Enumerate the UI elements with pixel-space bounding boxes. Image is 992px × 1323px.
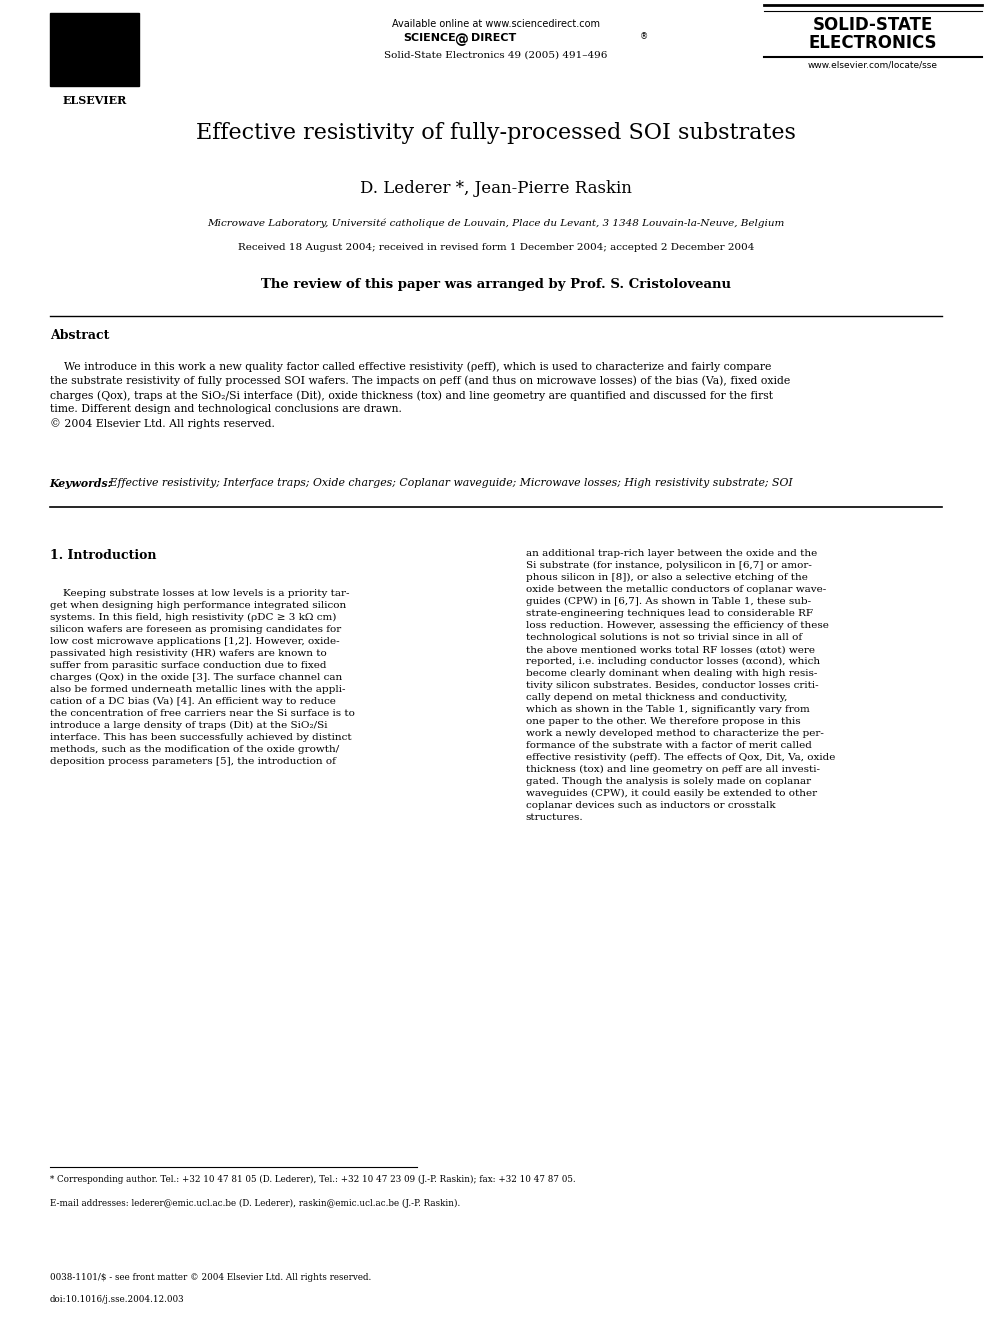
Text: 1. Introduction: 1. Introduction bbox=[50, 549, 156, 562]
Text: We introduce in this work a new quality factor called effective resistivity (ρef: We introduce in this work a new quality … bbox=[50, 361, 790, 429]
Text: an additional trap-rich layer between the oxide and the
Si substrate (for instan: an additional trap-rich layer between th… bbox=[526, 549, 835, 822]
Text: ®: ® bbox=[640, 32, 648, 41]
Text: * Corresponding author. Tel.: +32 10 47 81 05 (D. Lederer), Tel.: +32 10 47 23 0: * Corresponding author. Tel.: +32 10 47 … bbox=[50, 1175, 575, 1184]
Text: Effective resistivity of fully-processed SOI substrates: Effective resistivity of fully-processed… bbox=[196, 122, 796, 144]
Text: SOLID-STATE: SOLID-STATE bbox=[812, 16, 933, 34]
Text: The review of this paper was arranged by Prof. S. Cristoloveanu: The review of this paper was arranged by… bbox=[261, 278, 731, 291]
Text: E-mail addresses: lederer@emic.ucl.ac.be (D. Lederer), raskin@emic.ucl.ac.be (J.: E-mail addresses: lederer@emic.ucl.ac.be… bbox=[50, 1199, 460, 1208]
Text: Abstract: Abstract bbox=[50, 329, 109, 343]
Text: Available online at www.sciencedirect.com: Available online at www.sciencedirect.co… bbox=[392, 19, 600, 29]
Text: Received 18 August 2004; received in revised form 1 December 2004; accepted 2 De: Received 18 August 2004; received in rev… bbox=[238, 243, 754, 253]
Text: SCIENCE: SCIENCE bbox=[404, 33, 456, 44]
Text: ELECTRONICS: ELECTRONICS bbox=[808, 34, 937, 53]
Bar bbox=[50, 13, 139, 86]
Text: Solid-State Electronics 49 (2005) 491–496: Solid-State Electronics 49 (2005) 491–49… bbox=[384, 50, 608, 60]
Text: Keywords:: Keywords: bbox=[50, 478, 112, 488]
Text: @: @ bbox=[454, 33, 468, 48]
Text: ELSEVIER: ELSEVIER bbox=[62, 95, 126, 106]
Text: www.elsevier.com/locate/sse: www.elsevier.com/locate/sse bbox=[807, 61, 938, 70]
Text: doi:10.1016/j.sse.2004.12.003: doi:10.1016/j.sse.2004.12.003 bbox=[50, 1295, 185, 1304]
Text: D. Lederer *, Jean-Pierre Raskin: D. Lederer *, Jean-Pierre Raskin bbox=[360, 180, 632, 197]
Text: Effective resistivity; Interface traps; Oxide charges; Coplanar waveguide; Micro: Effective resistivity; Interface traps; … bbox=[106, 478, 793, 488]
Text: DIRECT: DIRECT bbox=[471, 33, 517, 44]
Text: Microwave Laboratory, Université catholique de Louvain, Place du Levant, 3 1348 : Microwave Laboratory, Université catholi… bbox=[207, 218, 785, 228]
Text: 0038-1101/$ - see front matter © 2004 Elsevier Ltd. All rights reserved.: 0038-1101/$ - see front matter © 2004 El… bbox=[50, 1273, 371, 1282]
Text: Keeping substrate losses at low levels is a priority tar-
get when designing hig: Keeping substrate losses at low levels i… bbox=[50, 589, 354, 766]
